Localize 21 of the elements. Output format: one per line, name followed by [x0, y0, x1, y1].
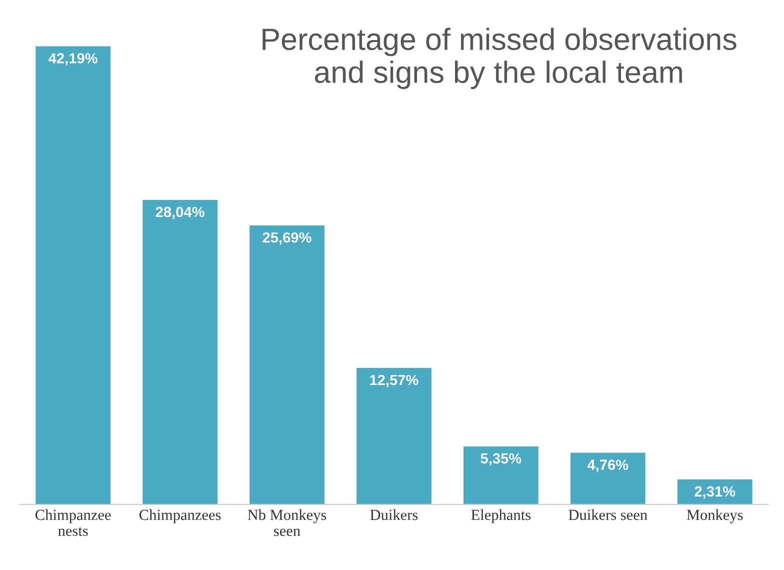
- data-label: 12,57%: [370, 374, 418, 388]
- bar: [36, 46, 111, 504]
- data-label: 4,76%: [587, 460, 628, 472]
- x-tick-label: Elephants: [471, 509, 530, 524]
- x-tick-label: Chimpanzees: [140, 509, 221, 524]
- data-label: 28,04%: [156, 206, 204, 220]
- x-tick-label: Duikers: [370, 509, 418, 520]
- bar: [463, 446, 538, 504]
- bar: [142, 200, 218, 504]
- x-tick-label: Chimpanzee nests: [36, 509, 111, 536]
- x-tick-label: Duikers seen: [568, 509, 648, 520]
- x-tick-label: Nb Monkeys seen: [248, 509, 326, 536]
- data-label: 42,19%: [48, 53, 98, 66]
- bar: [570, 452, 646, 504]
- bar: [356, 368, 432, 504]
- data-label: 25,69%: [262, 232, 312, 245]
- x-tick-label: Monkeys: [686, 509, 743, 524]
- data-label: 5,35%: [480, 453, 522, 466]
- chart-title: Percentage of missed observations and signs by the local team: [262, 28, 736, 90]
- bar: [250, 225, 324, 504]
- data-label: 2,31%: [694, 486, 736, 499]
